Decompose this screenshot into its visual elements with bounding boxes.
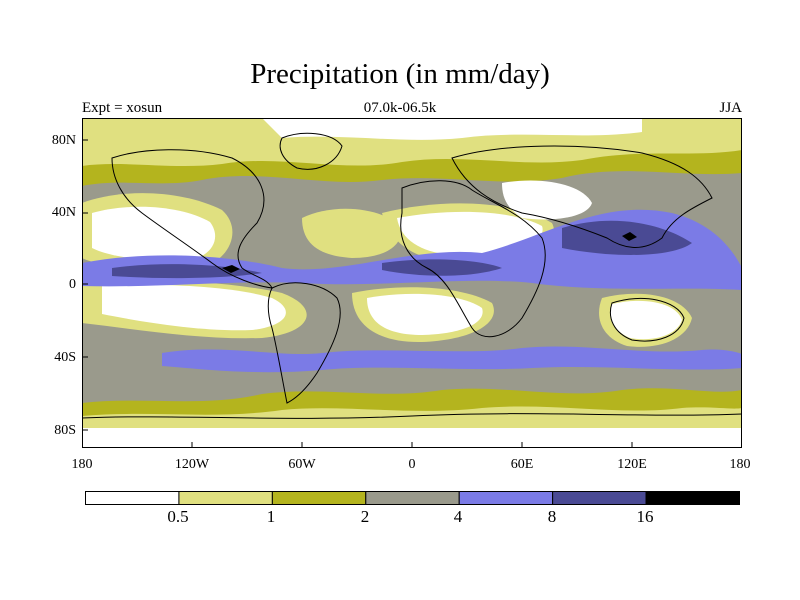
australia-dry bbox=[610, 300, 682, 340]
colorbar-box bbox=[271, 491, 367, 505]
lon-label-0: 0 bbox=[408, 457, 416, 472]
colorbar bbox=[85, 491, 740, 505]
natl-dry-halo bbox=[302, 208, 402, 258]
colorbar-box bbox=[85, 491, 180, 505]
itcz-core bbox=[112, 220, 692, 279]
sepac-dry bbox=[102, 284, 286, 331]
coastlines bbox=[82, 132, 742, 419]
lon-label-120w: 120W bbox=[174, 457, 210, 472]
colorbar-label-4: 4 bbox=[453, 507, 463, 526]
precipitation-map bbox=[82, 118, 742, 448]
arctic-white bbox=[262, 118, 642, 140]
lon-label-60e: 60E bbox=[510, 457, 534, 472]
lat-label-0: 0 bbox=[69, 277, 76, 292]
npac-dry bbox=[92, 206, 216, 261]
lat-label-40s: 40S bbox=[54, 350, 76, 365]
period-label: 07.0k-06.5k bbox=[363, 100, 437, 116]
axis-ticks bbox=[82, 139, 633, 448]
lat-label-40n: 40N bbox=[51, 205, 76, 220]
colorbar-label-0-5: 0.5 bbox=[167, 507, 189, 526]
satl-dry bbox=[367, 293, 483, 335]
south-stormtrack bbox=[162, 346, 742, 373]
season-label: JJA bbox=[719, 100, 742, 116]
asia-dry bbox=[502, 180, 592, 220]
lat-label-80n: 80N bbox=[51, 133, 76, 148]
colorbar-box bbox=[645, 491, 740, 505]
map-title: Precipitation (in mm/day) bbox=[250, 58, 550, 90]
colorbar-box bbox=[458, 491, 554, 505]
colorbar-box bbox=[178, 491, 273, 505]
colorbar-box bbox=[365, 491, 460, 505]
colorbar-label-16: 16 bbox=[636, 507, 654, 526]
sahara-dry bbox=[397, 211, 543, 257]
lon-label-180w: 180 bbox=[71, 457, 93, 472]
experiment-label: Expt = xosun bbox=[82, 100, 163, 116]
lon-label-180e: 180 bbox=[729, 457, 751, 472]
colorbar-label-8: 8 bbox=[547, 507, 557, 526]
lat-label-80s: 80S bbox=[54, 423, 76, 438]
colorbar-label-2: 2 bbox=[360, 507, 370, 526]
lon-label-120e: 120E bbox=[617, 457, 647, 472]
colorbar-label-1: 1 bbox=[266, 507, 276, 526]
colorbar-box bbox=[552, 491, 647, 505]
lon-label-60w: 60W bbox=[288, 457, 316, 472]
antarctic-white bbox=[82, 428, 742, 448]
